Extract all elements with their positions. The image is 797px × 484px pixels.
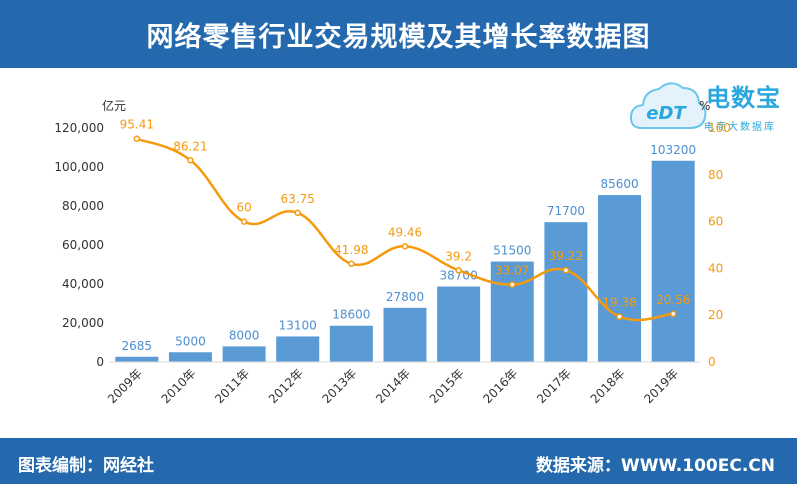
data-bar bbox=[544, 222, 588, 362]
x-axis-label: 2016年 bbox=[480, 366, 520, 406]
bar-value-label: 18600 bbox=[332, 308, 370, 322]
left-axis-tick: 100,000 bbox=[54, 160, 104, 174]
line-value-label: 86.21 bbox=[173, 139, 207, 153]
logo-name: 电数宝 bbox=[706, 84, 781, 112]
footer-source: 数据来源：WWW.100EC.CN bbox=[535, 456, 775, 476]
x-axis-label: 2011年 bbox=[212, 366, 252, 406]
x-axis-label: 2015年 bbox=[427, 366, 467, 406]
line-point bbox=[669, 310, 677, 318]
x-axis-label: 2018年 bbox=[588, 366, 628, 406]
footer-compiler: 图表编制：网经社 bbox=[18, 456, 154, 476]
left-axis-unit: 亿元 bbox=[102, 98, 126, 113]
bar-value-label: 71700 bbox=[547, 204, 585, 218]
bar-value-label: 2685 bbox=[122, 339, 153, 353]
bar-value-label: 8000 bbox=[229, 328, 260, 342]
right-axis-tick: 100 bbox=[708, 121, 731, 135]
line-point bbox=[509, 281, 516, 288]
bar-value-label: 5000 bbox=[175, 334, 206, 348]
x-axis-label: 2009年 bbox=[105, 366, 145, 406]
line-point bbox=[348, 260, 355, 268]
line-point bbox=[187, 157, 194, 164]
x-axis-label: 2010年 bbox=[159, 366, 199, 406]
bar-value-label: 27800 bbox=[386, 290, 424, 304]
data-bar bbox=[651, 160, 695, 362]
right-axis-tick: 20 bbox=[708, 308, 723, 322]
line-point bbox=[562, 266, 570, 274]
line-point bbox=[133, 135, 141, 142]
right-axis-tick: 60 bbox=[708, 215, 723, 229]
logo-subtitle: 电商大数据库 bbox=[704, 122, 776, 133]
left-axis-tick: 0 bbox=[96, 355, 104, 369]
line-point bbox=[616, 313, 623, 320]
logo-mark: eDT bbox=[646, 103, 687, 124]
data-bar bbox=[276, 336, 320, 362]
line-value-label: 19.38 bbox=[602, 296, 636, 310]
data-bar bbox=[490, 261, 534, 362]
data-bar bbox=[168, 352, 212, 362]
bar-value-label: 13100 bbox=[279, 318, 317, 332]
line-point bbox=[401, 243, 409, 250]
line-point bbox=[294, 209, 301, 217]
line-value-label: 41.98 bbox=[334, 243, 368, 257]
x-axis-label: 2019年 bbox=[641, 366, 681, 406]
left-axis-tick: 40,000 bbox=[62, 277, 104, 291]
x-axis-label: 2014年 bbox=[373, 366, 413, 406]
title-banner: 网络零售行业交易规模及其增长率数据图 bbox=[0, 0, 797, 68]
left-axis-tick: 80,000 bbox=[62, 199, 104, 213]
line-value-label: 63.75 bbox=[281, 192, 315, 206]
bar-value-label: 51500 bbox=[493, 244, 531, 258]
line-value-label: 60 bbox=[236, 201, 251, 215]
cloud-icon: eDT bbox=[629, 82, 707, 129]
line-point bbox=[240, 218, 248, 225]
line-value-label: 49.46 bbox=[388, 225, 422, 239]
right-axis-tick: 40 bbox=[708, 261, 723, 275]
growth-line bbox=[136, 137, 674, 322]
line-value-label: 95.41 bbox=[120, 118, 154, 132]
right-axis-tick: 80 bbox=[708, 168, 723, 182]
line-value-label: 39.22 bbox=[549, 249, 583, 263]
bar-value-label: 103200 bbox=[650, 143, 696, 157]
left-axis-tick: 120,000 bbox=[54, 121, 104, 135]
data-bar bbox=[437, 286, 481, 362]
bar-value-label: 85600 bbox=[600, 177, 638, 191]
line-value-label: 39.2 bbox=[445, 249, 472, 263]
bar-value-label: 38700 bbox=[440, 269, 478, 283]
data-bar bbox=[329, 325, 373, 362]
x-axis-label: 2013年 bbox=[320, 366, 360, 406]
line-value-label: 20.56 bbox=[656, 293, 690, 307]
x-axis-label: 2017年 bbox=[534, 366, 574, 406]
x-axis-label: 2012年 bbox=[266, 366, 306, 406]
data-bar bbox=[383, 307, 427, 362]
left-axis-tick: 20,000 bbox=[62, 316, 104, 330]
chart-title: 网络零售行业交易规模及其增长率数据图 bbox=[146, 21, 651, 53]
chart-area: 亿元 % 0 20,000 40,000 60,000 80,000 100,000 120… bbox=[54, 98, 731, 406]
data-bar bbox=[222, 346, 266, 362]
data-bar bbox=[598, 195, 642, 362]
right-axis-tick: 0 bbox=[708, 355, 716, 369]
line-point bbox=[455, 267, 462, 274]
left-axis-tick: 60,000 bbox=[62, 238, 104, 252]
data-bar bbox=[115, 356, 159, 362]
line-value-label: 33.07 bbox=[495, 264, 529, 278]
footer-bar: 图表编制：网经社 数据来源：WWW.100EC.CN bbox=[0, 438, 797, 484]
brand-logo: eDT 电数宝 电商大数据库 bbox=[628, 74, 793, 138]
right-axis-unit: % bbox=[699, 99, 710, 113]
